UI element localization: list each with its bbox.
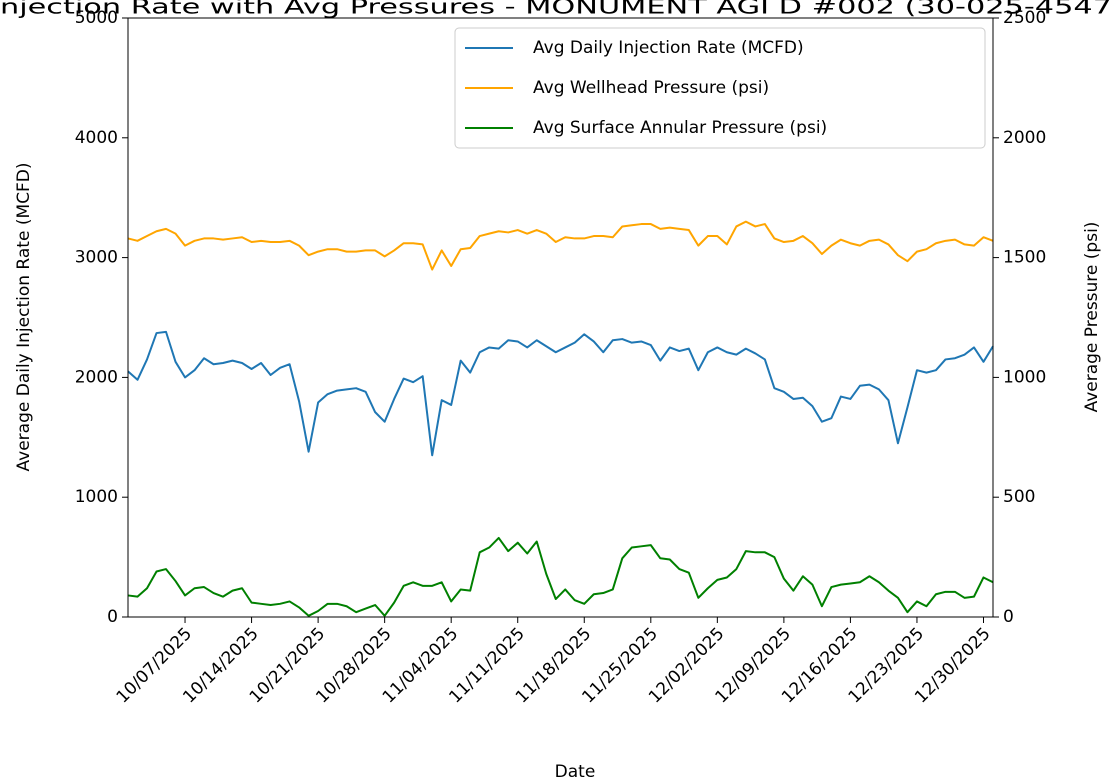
legend-label: Avg Wellhead Pressure (psi) <box>533 78 769 98</box>
chart-title: njection Rate with Avg Pressures - MONUM… <box>0 0 1112 19</box>
y2-tick-label: 500 <box>1003 487 1035 507</box>
legend: Avg Daily Injection Rate (MCFD) Avg Wellh… <box>454 27 986 149</box>
y2-tick-label: 2500 <box>1003 8 1046 28</box>
y-tick-label: 5000 <box>75 8 118 28</box>
series-line <box>127 220 994 271</box>
y-tick-label: 2000 <box>75 367 118 387</box>
y2-tick-label: 0 <box>1003 607 1014 627</box>
legend-box <box>454 27 986 149</box>
y-tick-label: 4000 <box>75 128 118 148</box>
y2-tick-label: 1000 <box>1003 367 1046 387</box>
plot-frame <box>127 17 994 618</box>
legend-label: Avg Surface Annular Pressure (psi) <box>533 118 827 138</box>
y-tick-label: 0 <box>107 607 118 627</box>
legend-label: Avg Daily Injection Rate (MCFD) <box>533 38 804 58</box>
y-axis-label: Average Daily Injection Rate (MCFD) <box>14 163 34 472</box>
y2-tick-label: 2000 <box>1003 128 1046 148</box>
y-tick-label: 1000 <box>75 487 118 507</box>
y-tick-label: 3000 <box>75 248 118 268</box>
y2-axis-label: Average Pressure (psi) <box>1082 222 1102 413</box>
series-line <box>127 330 994 457</box>
y2-tick-label: 1500 <box>1003 248 1046 268</box>
x-axis-label: Date <box>555 762 596 782</box>
series-line <box>127 536 994 617</box>
